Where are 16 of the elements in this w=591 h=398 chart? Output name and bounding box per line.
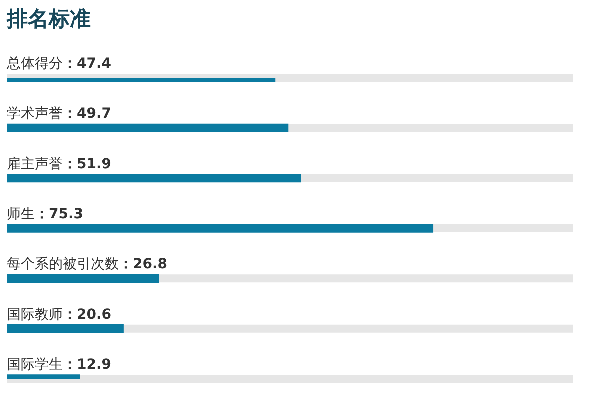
data-label: ：49.7: [63, 106, 112, 122]
data-label: ：26.8: [119, 256, 168, 273]
data-label: ：51.9: [63, 156, 112, 172]
data-label: ：20.6: [63, 306, 112, 323]
data-label: ：12.9: [63, 357, 112, 373]
y-tick-label: 雇主声誉: [7, 156, 63, 172]
y-tick-label: 国际教师: [7, 306, 63, 323]
y-tick-label: 每个系的被引次数: [7, 256, 119, 273]
data-label: ：75.3: [35, 206, 84, 222]
data-label: ：47.4: [63, 56, 112, 72]
bar: [7, 324, 124, 334]
y-tick-label: 学术声誉: [7, 106, 63, 122]
y-tick-label: 师生: [7, 206, 35, 222]
y-tick-label: 总体得分: [6, 56, 63, 72]
y-tick-label: 国际学生: [7, 357, 63, 373]
chart-title: 排名标准: [6, 7, 91, 31]
